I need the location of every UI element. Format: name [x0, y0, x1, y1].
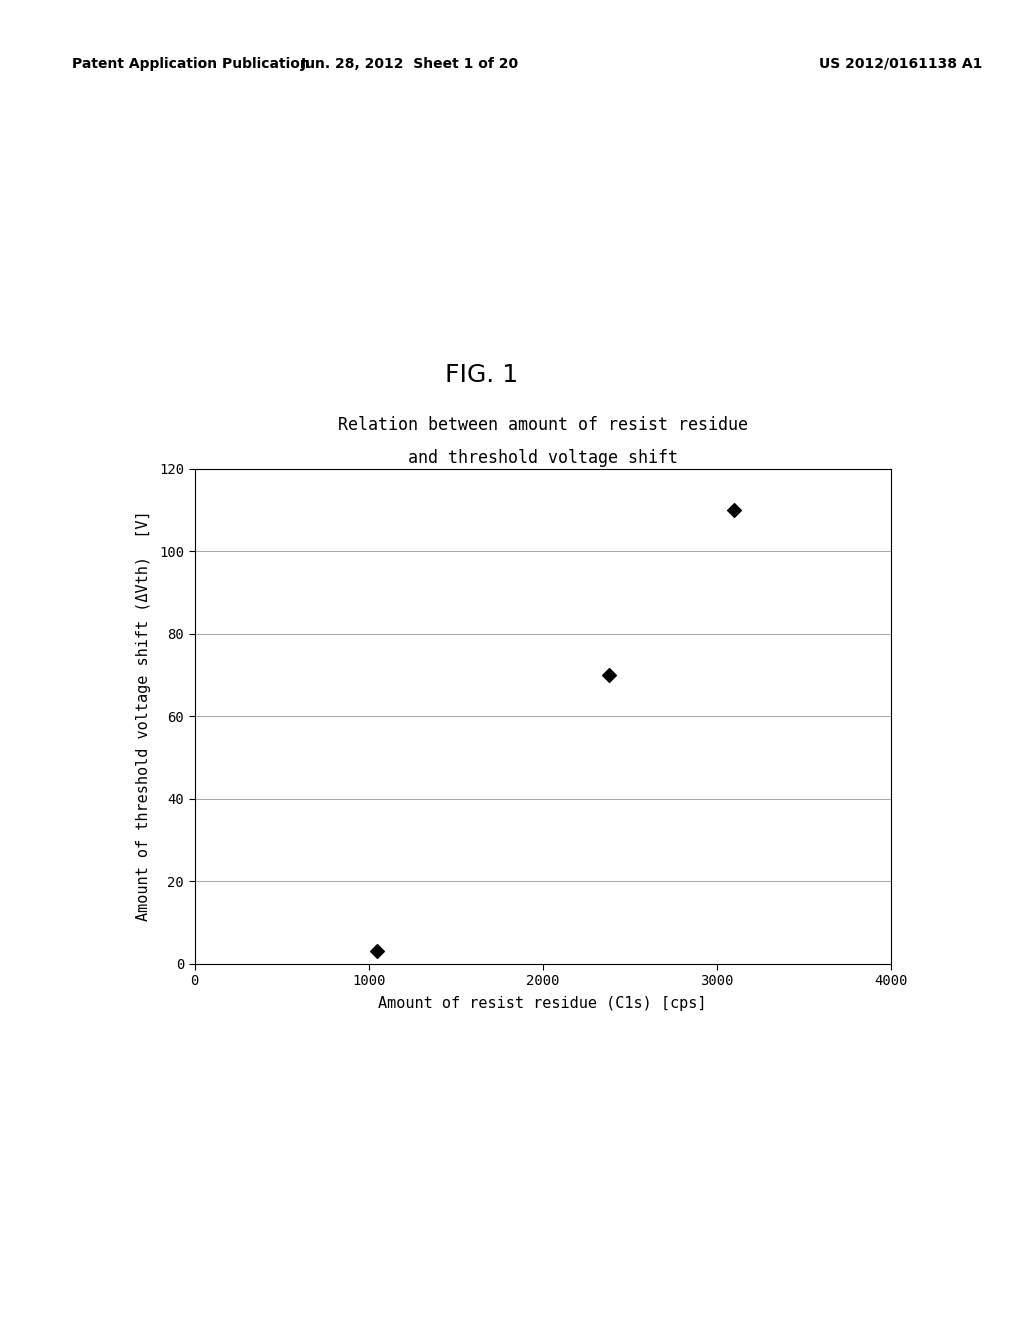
X-axis label: Amount of resist residue (C1s) [cps]: Amount of resist residue (C1s) [cps] [379, 997, 707, 1011]
Text: Relation between amount of resist residue: Relation between amount of resist residu… [338, 416, 748, 434]
Point [726, 499, 742, 520]
Y-axis label: Amount of threshold voltage shift (ΔVth)  [V]: Amount of threshold voltage shift (ΔVth)… [136, 511, 151, 921]
Text: and threshold voltage shift: and threshold voltage shift [408, 449, 678, 467]
Text: Patent Application Publication: Patent Application Publication [72, 57, 309, 71]
Point [601, 664, 617, 685]
Point [370, 941, 386, 962]
Text: FIG. 1: FIG. 1 [444, 363, 518, 387]
Text: Jun. 28, 2012  Sheet 1 of 20: Jun. 28, 2012 Sheet 1 of 20 [300, 57, 519, 71]
Text: US 2012/0161138 A1: US 2012/0161138 A1 [819, 57, 983, 71]
